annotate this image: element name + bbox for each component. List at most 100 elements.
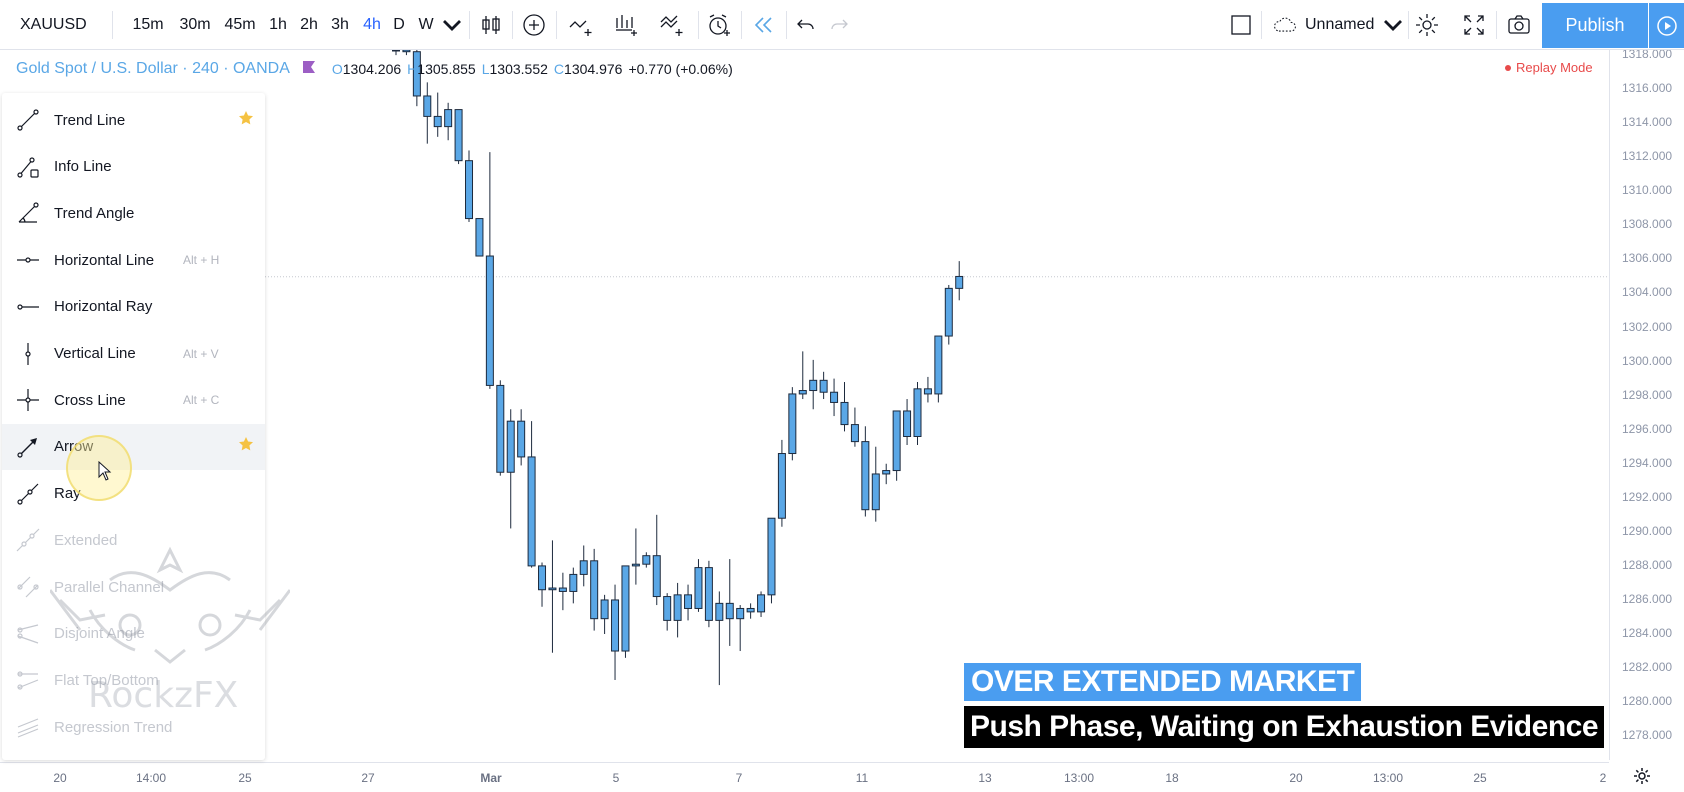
menu-item-parallel-channel[interactable]: Parallel Channel <box>2 564 265 610</box>
menu-item-label: Cross Line <box>54 391 126 409</box>
candle <box>777 439 786 527</box>
candle <box>819 371 828 400</box>
menu-item-label: Trend Angle <box>54 204 135 222</box>
menu-item-extended[interactable]: Extended <box>2 517 265 563</box>
templates-icon[interactable] <box>655 0 689 50</box>
select-mode-icon[interactable] <box>1224 0 1258 50</box>
candlestick-chart[interactable] <box>0 0 1609 762</box>
replay-dot-icon <box>1505 64 1511 71</box>
candle <box>673 582 682 638</box>
gear-icon[interactable] <box>1410 0 1444 50</box>
price-tick-label: 1314.000 <box>1622 115 1673 130</box>
candle <box>830 378 839 417</box>
watermark-text: RockzFX <box>88 675 239 716</box>
replay-icon[interactable] <box>747 0 781 50</box>
redo-icon[interactable] <box>822 0 856 50</box>
play-icon[interactable] <box>1649 3 1684 48</box>
chart-settings-icon[interactable] <box>1632 766 1652 791</box>
candle <box>736 605 745 652</box>
top-toolbar: XAUUSD 15m 30m 45m 1h 2h 3h 4h D W <box>0 0 1684 50</box>
menu-item-label: Extended <box>54 531 118 549</box>
candle <box>892 410 901 481</box>
fullscreen-icon[interactable] <box>1457 0 1491 50</box>
camera-icon[interactable] <box>1502 0 1536 50</box>
star-icon[interactable] <box>238 436 254 457</box>
publish-button[interactable]: Publish <box>1542 3 1648 48</box>
indicators-icon[interactable] <box>609 0 643 50</box>
price-tick-label: 1300.000 <box>1622 353 1673 368</box>
candle <box>861 426 870 517</box>
candle <box>923 376 932 403</box>
menu-item-flat-top-bottom[interactable]: Flat Top/Bottom <box>2 657 265 703</box>
time-tick-label: 27 <box>361 771 375 785</box>
price-tick-label: 1308.000 <box>1622 217 1673 232</box>
timeframe-30m[interactable]: 30m <box>179 16 211 33</box>
menu-item-regression-trend[interactable]: Regression Trend <box>2 704 265 750</box>
legend-high: H1305.855 <box>407 61 476 77</box>
alert-icon[interactable] <box>702 0 736 50</box>
price-axis[interactable]: 1318.000 1316.000 1314.000 1312.000 1310.000… <box>1609 47 1684 760</box>
timeframe-45m[interactable]: 45m <box>224 16 256 33</box>
legend-close: C1304.976 <box>553 61 623 77</box>
menu-item-vertical-line[interactable]: Vertical Line Alt + V <box>2 331 265 377</box>
price-tick-label: 1312.000 <box>1622 149 1673 164</box>
menu-item-horizontal-line[interactable]: Horizontal Line Alt + H <box>2 237 265 283</box>
time-tick-label: 25 <box>238 771 252 785</box>
menu-item-ray[interactable]: Ray <box>2 471 265 517</box>
menu-item-arrow[interactable]: Arrow <box>2 423 265 470</box>
candle <box>392 49 400 56</box>
add-indicator-icon[interactable] <box>517 0 551 50</box>
timeframe-w[interactable]: W <box>418 16 434 33</box>
candle <box>423 82 432 144</box>
menu-item-info-line[interactable]: Info Line <box>2 144 265 190</box>
horizontal-ray-icon <box>2 295 54 319</box>
menu-item-horizontal-ray[interactable]: Horizontal Ray <box>2 284 265 330</box>
time-axis[interactable]: 20 14:00 25 27 Mar 5 7 11 13 13:00 18 20 13:00 25 2 <box>0 762 1609 792</box>
layout-name[interactable]: Unnamed <box>1305 16 1375 33</box>
time-tick-label: 18 <box>1165 771 1179 785</box>
candle <box>757 591 766 617</box>
timeframe-1h[interactable]: 1h <box>269 16 287 33</box>
parallel-channel-icon <box>2 575 54 599</box>
candle <box>684 584 693 621</box>
menu-item-trend-line[interactable]: Trend Line <box>2 97 265 143</box>
legend-open: O1304.206 <box>331 61 402 77</box>
legend-low: L1303.552 <box>481 61 548 77</box>
arrow-icon <box>2 435 54 459</box>
compare-icon[interactable] <box>564 0 598 50</box>
menu-item-trend-angle[interactable]: Trend Angle <box>2 190 265 236</box>
candle <box>788 387 797 461</box>
candle <box>475 218 484 257</box>
menu-item-cross-line[interactable]: Cross Line Alt + C <box>2 377 265 423</box>
star-icon[interactable] <box>238 110 254 131</box>
time-tick-label: 2 <box>1599 771 1607 785</box>
candle <box>465 150 474 222</box>
symbol-search[interactable]: XAUUSD <box>20 16 87 33</box>
undo-icon[interactable] <box>789 0 823 50</box>
candle <box>506 409 515 529</box>
legend-symbol-title[interactable]: Gold Spot / U.S. Dollar · 240 · OANDA <box>16 60 290 77</box>
candle <box>517 409 526 466</box>
mouse-pointer-icon <box>98 460 112 486</box>
cloud-icon[interactable] <box>1268 0 1302 50</box>
candle <box>642 552 651 568</box>
menu-item-label: Disjoint Angle <box>54 625 145 643</box>
timeframe-15m[interactable]: 15m <box>132 16 164 33</box>
candle <box>496 380 505 476</box>
layout-chevron-icon[interactable] <box>1381 0 1405 50</box>
flag-icon[interactable] <box>302 60 316 79</box>
timeframe-2h[interactable]: 2h <box>300 16 318 33</box>
timeframe-4h[interactable]: 4h <box>363 16 381 33</box>
candle <box>558 572 567 611</box>
vertical-line-icon <box>2 342 54 366</box>
timeframe-3h[interactable]: 3h <box>331 16 349 33</box>
candle <box>903 399 912 446</box>
timeframe-d[interactable]: D <box>393 16 405 33</box>
candlestick-icon[interactable] <box>474 0 508 50</box>
menu-item-disjoint-angle[interactable]: Disjoint Angle <box>2 611 265 657</box>
chevron-down-icon[interactable] <box>440 0 464 50</box>
cross-line-icon <box>2 388 54 412</box>
caption-subline: Push Phase, Waiting on Exhaustion Eviden… <box>964 706 1605 748</box>
candle <box>412 50 421 107</box>
